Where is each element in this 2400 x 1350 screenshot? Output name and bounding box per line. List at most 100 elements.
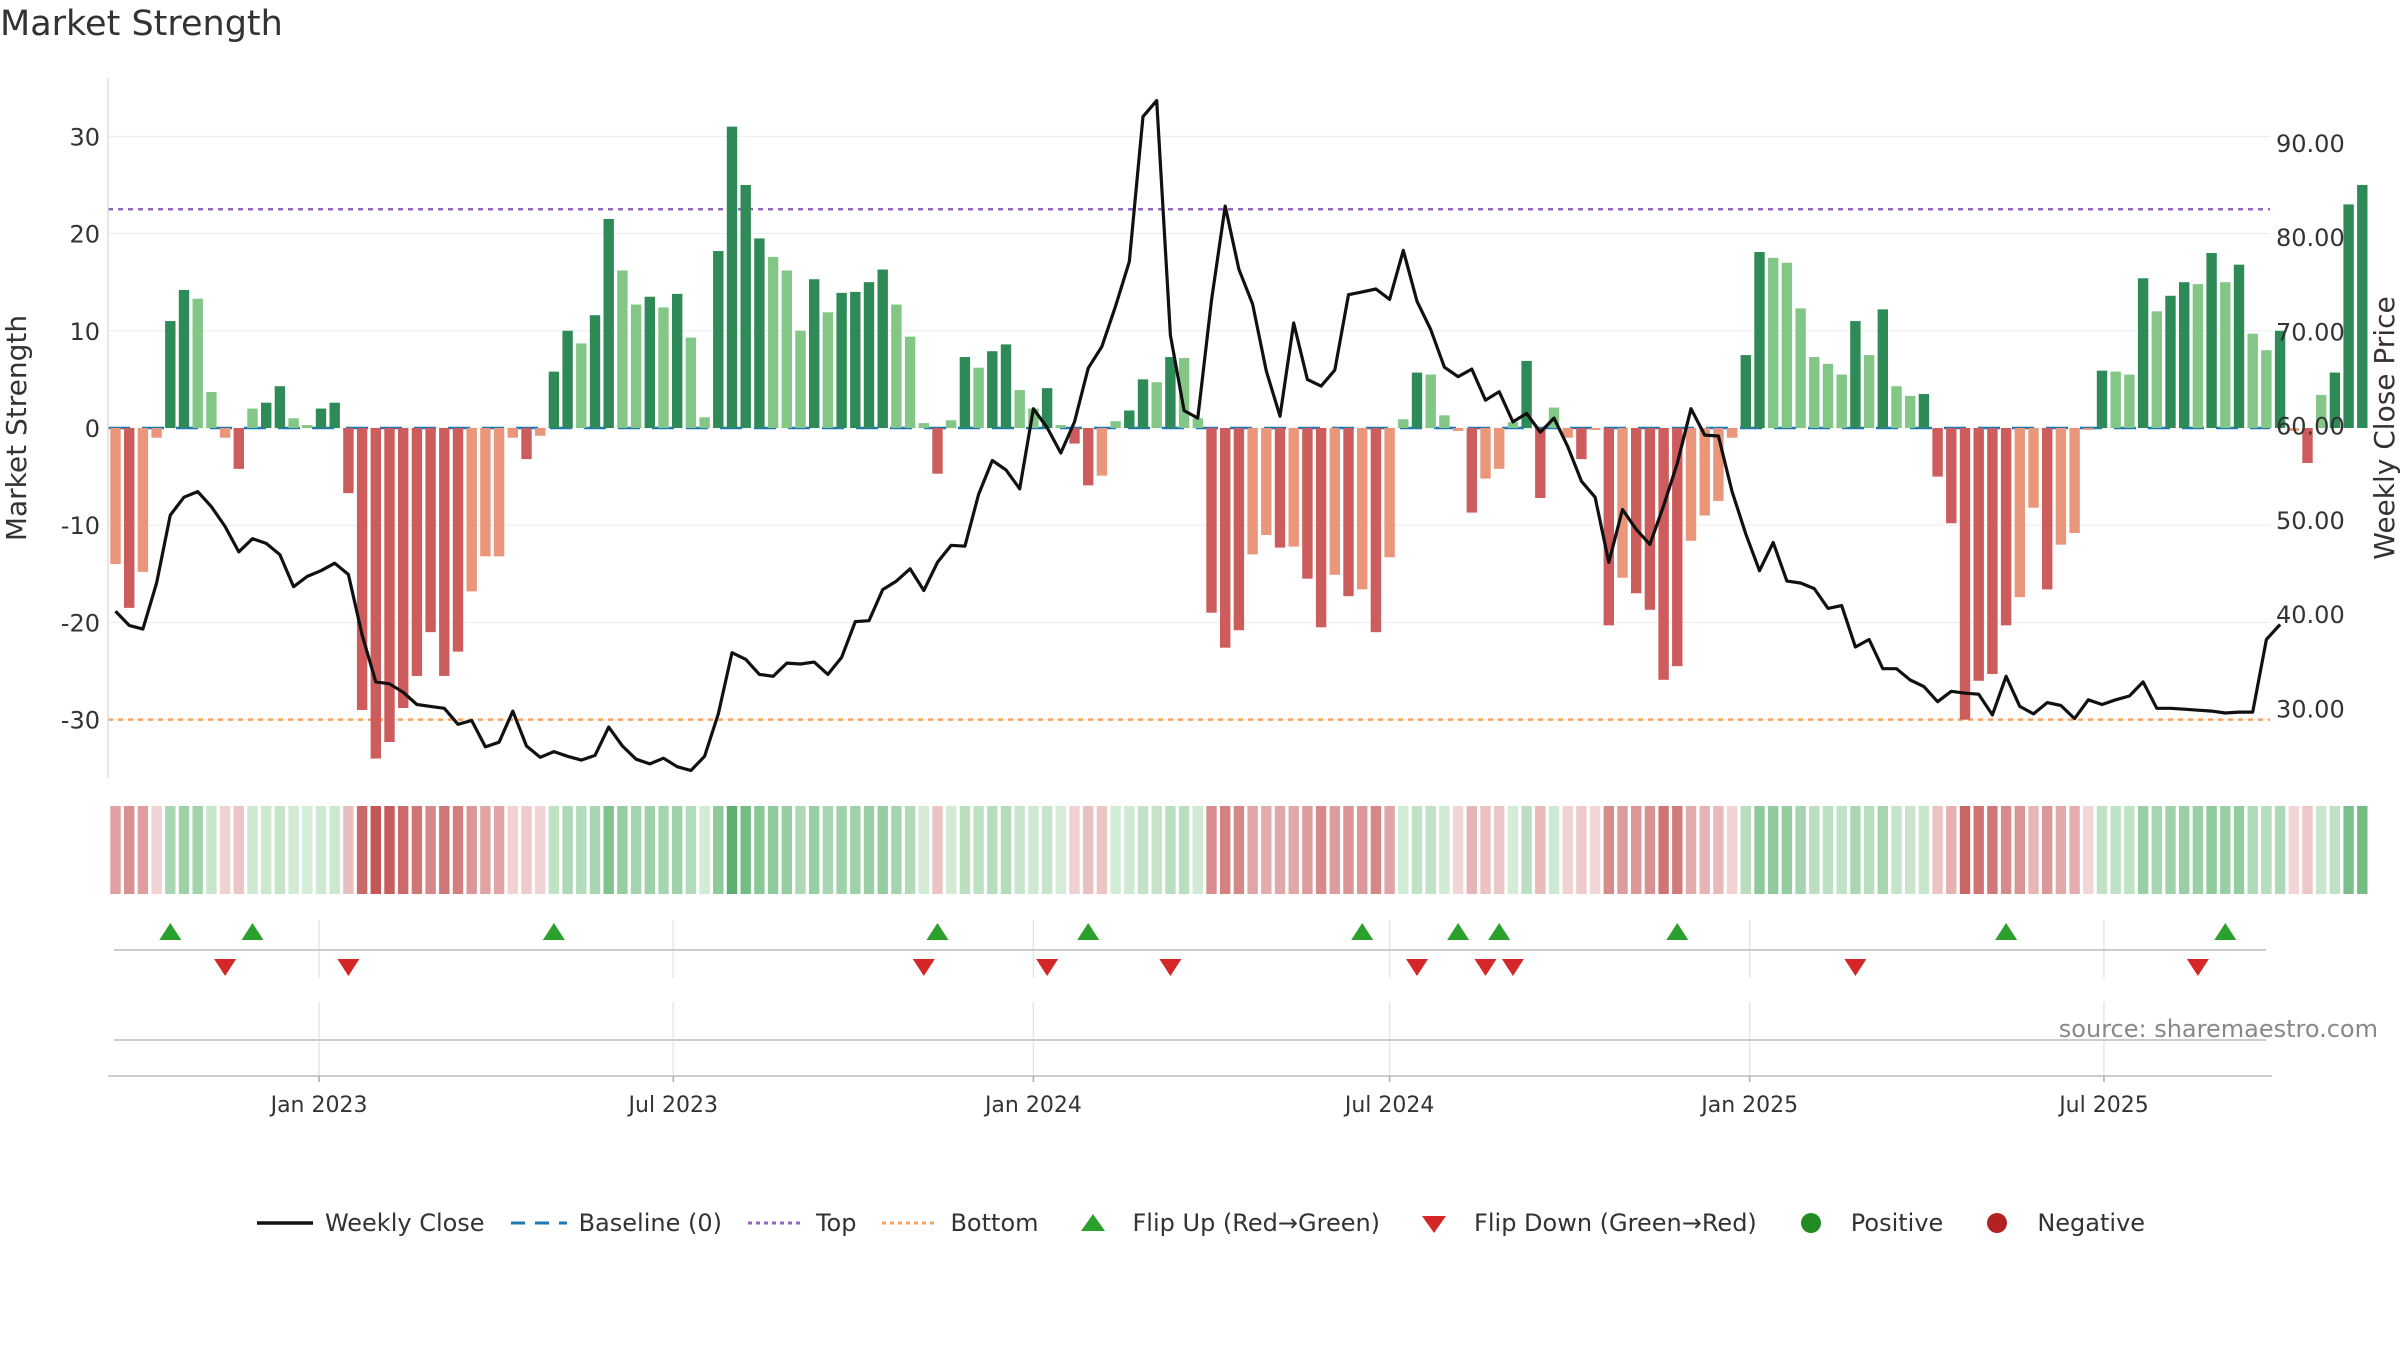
heat-cell [1411,806,1423,894]
heat-cell [151,806,162,894]
strength-bar [329,402,340,428]
heat-cell [973,806,984,894]
heat-cell [1850,806,1861,894]
heat-cell [2124,806,2135,894]
strength-bar [1014,390,1025,428]
strength-bar [1261,428,1272,535]
strength-bar [521,428,532,460]
strength-bar [1850,321,1861,428]
heat-cell [1822,806,1834,894]
heat-cell [630,806,642,894]
heat-cell [370,806,381,894]
strength-bar [2261,350,2272,428]
flip-down-marker [1159,959,1182,976]
heat-cell [1699,806,1710,894]
strength-bar [2096,370,2108,428]
strength-bar [1220,428,1231,648]
flip-up-marker [2214,923,2237,940]
heat-cell [1233,806,1245,894]
strength-bar [1905,395,1916,428]
heat-cell [302,806,313,894]
strength-bar [1973,428,1984,681]
strength-bar [1740,355,1751,428]
strength-bar [1041,388,1053,428]
heat-cell [987,806,998,894]
strength-bar [356,428,368,710]
strength-bar [1946,428,1957,524]
circle-icon [1987,1213,2008,1233]
strength-bar [1411,372,1423,428]
heat-cell [2110,806,2121,894]
heat-cell [2014,806,2025,894]
strength-bar [315,408,327,428]
strength-bar [2000,428,2012,626]
heat-cell [206,806,217,894]
heat-cell [1343,806,1354,894]
y-axis-label-right: Weekly Close Price [2368,296,2400,559]
strength-bar [1658,428,1669,680]
heat-cell [1946,806,1957,894]
y-tick-label-right: 90.00 [2276,130,2345,158]
dashed-line-icon [510,1221,567,1225]
strength-bar [754,238,765,428]
strength-bar [1055,425,1066,428]
strength-bar [1603,428,1614,626]
heat-cell [767,806,779,894]
heat-cell [1521,806,1532,894]
legend-label: Flip Down (Green→Red) [1474,1209,1757,1237]
strength-bar [2083,428,2094,430]
x-tick-label: Jan 2024 [983,1093,1082,1118]
strength-bar [2165,295,2176,428]
flip-down-marker [214,959,237,976]
strength-bar [1713,428,1724,501]
strength-bar [165,321,176,428]
axes: -30 -20 -10 0 10 20 30 30.00 40.00 50.00 60.00 70.0… [61,78,2345,778]
dotted-line-icon [747,1221,804,1225]
heat-cell [411,806,423,894]
y-tick-label-left: -30 [61,707,100,735]
strength-bar [411,428,423,676]
strength-bar [302,425,313,428]
strength-bar [2028,428,2039,508]
strength-bar [2110,371,2121,428]
strength-bar [2192,284,2204,428]
heat-cell [1083,806,1094,894]
heat-cell [672,806,683,894]
strength-bar [1521,360,1532,428]
heat-cell [795,806,806,894]
strength-bar [1384,428,1395,558]
x-tick-label: Jul 2025 [2057,1093,2149,1118]
flip-up-marker [159,923,182,940]
strength-bar [1754,252,1765,428]
heat-cell [589,806,601,894]
heat-cell [836,806,847,894]
heat-cell [809,806,820,894]
heat-cell [1548,806,1560,894]
flip-down-marker [912,959,935,976]
strength-bar [137,428,149,572]
strength-bar [1535,428,1546,498]
heat-cell [2137,806,2149,894]
heat-cell [1028,806,1039,894]
strength-bar [1809,357,1820,428]
heat-cell [1151,806,1162,894]
strength-bar [2302,428,2313,463]
strength-bar [918,423,929,428]
strength-bar [1083,428,1094,486]
strength-bar [576,343,587,428]
flip-up-marker [1995,923,2018,940]
heat-cell [329,806,340,894]
legend-swatch [1080,1214,1105,1231]
heat-cell [2096,806,2108,894]
strength-bar [452,428,464,652]
strength-bar [1028,408,1039,428]
flip-up-marker [1077,923,1100,940]
heat-cell [2206,806,2217,894]
strength-bar [1795,308,1806,428]
strength-bar [1672,428,1683,667]
strength-bar [2014,428,2025,598]
strength-bar [1370,428,1382,633]
strength-bar [206,392,217,428]
heat-cell [493,806,505,894]
strength-bar [767,256,779,428]
